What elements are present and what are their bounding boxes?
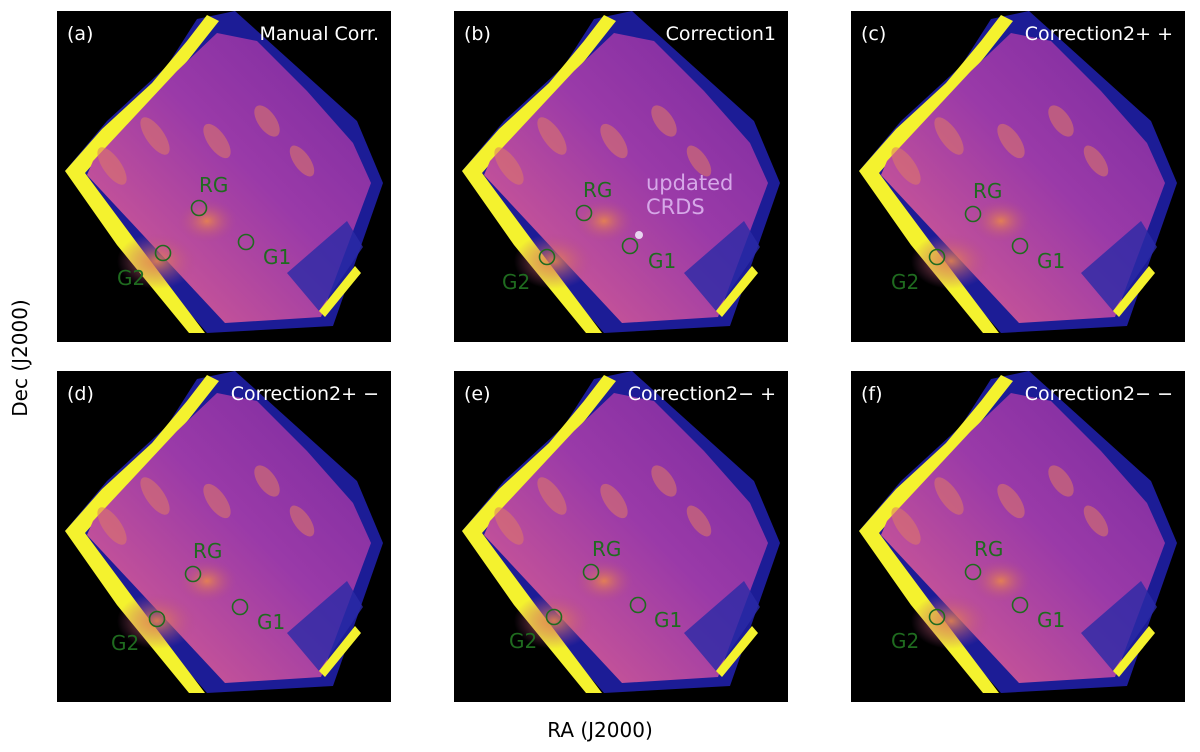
g1-label: G1	[263, 245, 292, 269]
y-axis-label: Dec (J2000)	[8, 299, 32, 417]
rg-label: RG	[193, 539, 223, 563]
rg-aperture-marker	[964, 205, 982, 223]
g1-label: G1	[1037, 608, 1066, 632]
rg-label: RG	[974, 537, 1004, 561]
g2-aperture-marker	[928, 248, 946, 266]
rg-label: RG	[583, 178, 613, 202]
g2-aperture-marker	[148, 610, 166, 628]
panel-title: Correction2+ −	[230, 383, 379, 405]
crds-position-marker	[635, 231, 643, 239]
g2-label: G2	[509, 629, 538, 653]
panel-title: Correction2+ +	[1024, 23, 1173, 45]
aperture-markers	[928, 205, 1029, 266]
panel-b: (b) Correction1 RG G1 G2 updated CRDS	[454, 11, 788, 342]
updated-crds-note: updated CRDS	[646, 171, 733, 219]
g1-label: G1	[257, 610, 286, 634]
panel-title: Correction1	[665, 23, 776, 45]
g1-aperture-marker	[629, 596, 647, 614]
panel-tag: (d)	[67, 383, 94, 405]
panel-tag: (f)	[861, 383, 883, 405]
rg-aperture-marker	[582, 563, 600, 581]
panel-d: (d) Correction2+ − RG G1 G2	[57, 371, 391, 702]
g2-label: G2	[891, 629, 920, 653]
aperture-markers	[538, 204, 643, 266]
panel-tag: (a)	[67, 23, 94, 45]
panel-f: (f) Correction2− − RG G1 G2	[851, 371, 1185, 702]
panel-tag: (c)	[861, 23, 887, 45]
rg-aperture-marker	[190, 199, 208, 217]
g2-label: G2	[117, 266, 146, 290]
aperture-markers	[928, 563, 1029, 626]
g2-label: G2	[502, 270, 531, 294]
g1-label: G1	[654, 608, 683, 632]
panel-a: (a) Manual Corr. RG G1 G2	[57, 11, 391, 342]
g1-label: G1	[648, 249, 677, 273]
rg-label: RG	[973, 179, 1003, 203]
rg-label: RG	[199, 173, 229, 197]
note-line: updated	[646, 171, 734, 195]
aperture-markers	[154, 199, 255, 262]
rg-aperture-marker	[964, 563, 982, 581]
g1-label: G1	[1037, 249, 1066, 273]
g1-aperture-marker	[1011, 596, 1029, 614]
g2-aperture-marker	[928, 608, 946, 626]
panel-title: Correction2− −	[1024, 383, 1173, 405]
panel-c: (c) Correction2+ + RG G1 G2	[851, 11, 1185, 342]
g1-aperture-marker	[621, 237, 639, 255]
note-line: CRDS	[646, 195, 705, 219]
aperture-markers	[148, 565, 249, 628]
g2-label: G2	[891, 270, 920, 294]
panel-e: (e) Correction2− + RG G1 G2	[454, 371, 788, 702]
panel-title: Manual Corr.	[259, 23, 379, 45]
rg-label: RG	[592, 537, 622, 561]
rg-aperture-marker	[575, 204, 593, 222]
g1-aperture-marker	[231, 598, 249, 616]
x-axis-label: RA (J2000)	[547, 718, 653, 742]
g1-aperture-marker	[237, 233, 255, 251]
g2-aperture-marker	[545, 608, 563, 626]
g1-aperture-marker	[1011, 237, 1029, 255]
panel-tag: (b)	[464, 23, 491, 45]
rg-aperture-marker	[184, 565, 202, 583]
panel-tag: (e)	[464, 383, 491, 405]
g2-aperture-marker	[538, 248, 556, 266]
aperture-markers	[545, 563, 647, 626]
panel-title: Correction2− +	[627, 383, 776, 405]
g2-aperture-marker	[154, 244, 172, 262]
g2-label: G2	[111, 631, 140, 655]
